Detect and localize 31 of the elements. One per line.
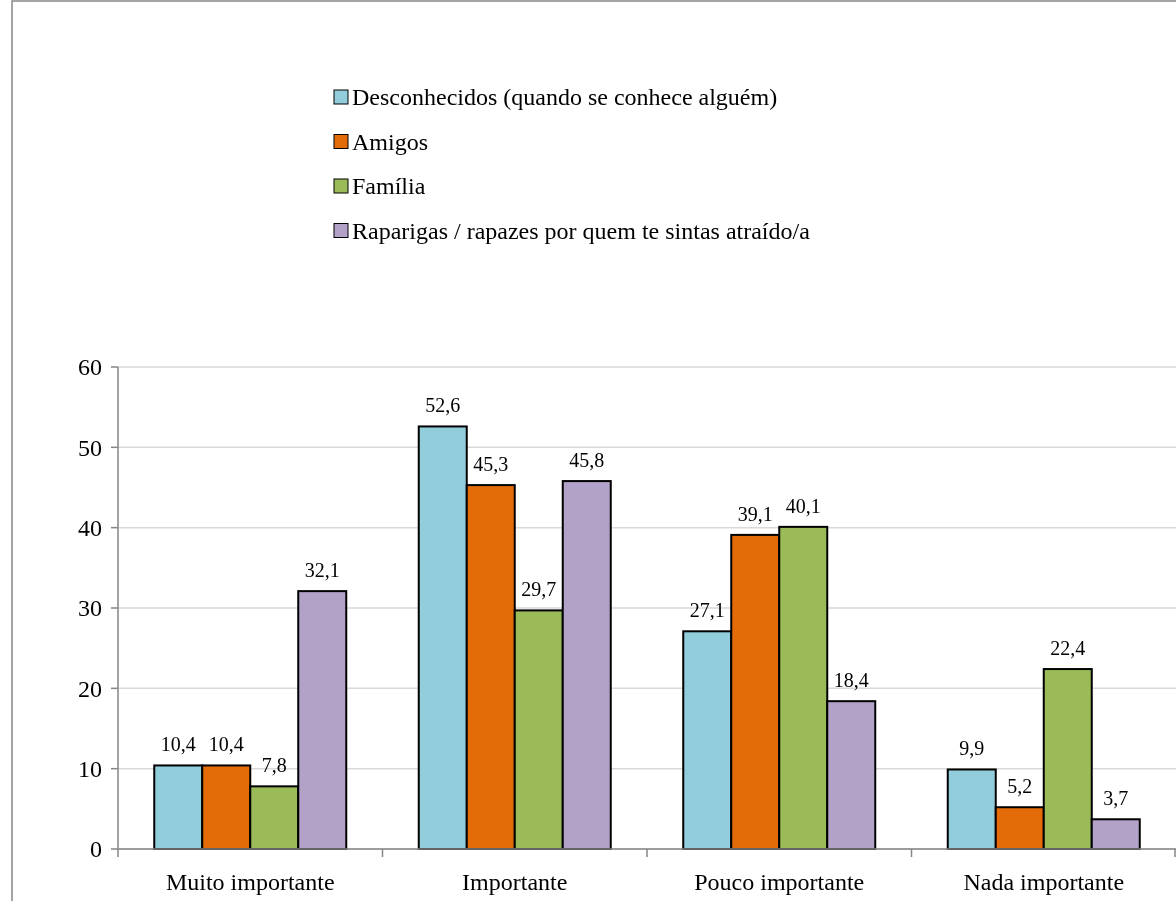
- x-tick-label: Muito importante: [165, 869, 335, 895]
- data-label: 18,4: [833, 669, 869, 692]
- y-tick-label: 50: [78, 434, 102, 461]
- data-label: 7,8: [261, 754, 287, 777]
- data-label: 45,3: [473, 453, 509, 476]
- legend-label: Família: [352, 173, 426, 200]
- data-label: 45,8: [569, 449, 605, 472]
- y-tick-label: 30: [78, 595, 102, 622]
- x-tick-label: Importante: [462, 869, 568, 895]
- legend-label: Amigos: [352, 128, 429, 155]
- data-label: 3,7: [1103, 787, 1129, 810]
- data-label: 29,7: [521, 578, 557, 601]
- y-tick-label: 10: [78, 756, 102, 783]
- data-label: 52,6: [425, 394, 461, 417]
- x-tick-label: Nada importante: [963, 869, 1125, 895]
- y-tick-label: 60: [78, 354, 102, 381]
- legend-label: Desconhecidos (quando se conhece alguém): [352, 84, 778, 111]
- data-label: 27,1: [689, 599, 725, 622]
- data-label: 40,1: [785, 494, 821, 517]
- y-tick-label: 20: [78, 675, 102, 702]
- data-label: 5,2: [1007, 775, 1033, 798]
- y-tick-label: 40: [78, 515, 102, 542]
- data-label: 10,4: [208, 733, 244, 756]
- data-label: 32,1: [304, 559, 340, 582]
- x-tick-label: Pouco importante: [694, 869, 865, 895]
- y-tick-label: 0: [90, 836, 102, 863]
- data-label: 39,1: [737, 502, 773, 525]
- legend-label: Raparigas / rapazes por quem te sintas atraído/a: [352, 217, 811, 244]
- data-label: 10,4: [160, 733, 196, 756]
- data-label: 9,9: [959, 737, 985, 760]
- data-label: 22,4: [1050, 637, 1086, 660]
